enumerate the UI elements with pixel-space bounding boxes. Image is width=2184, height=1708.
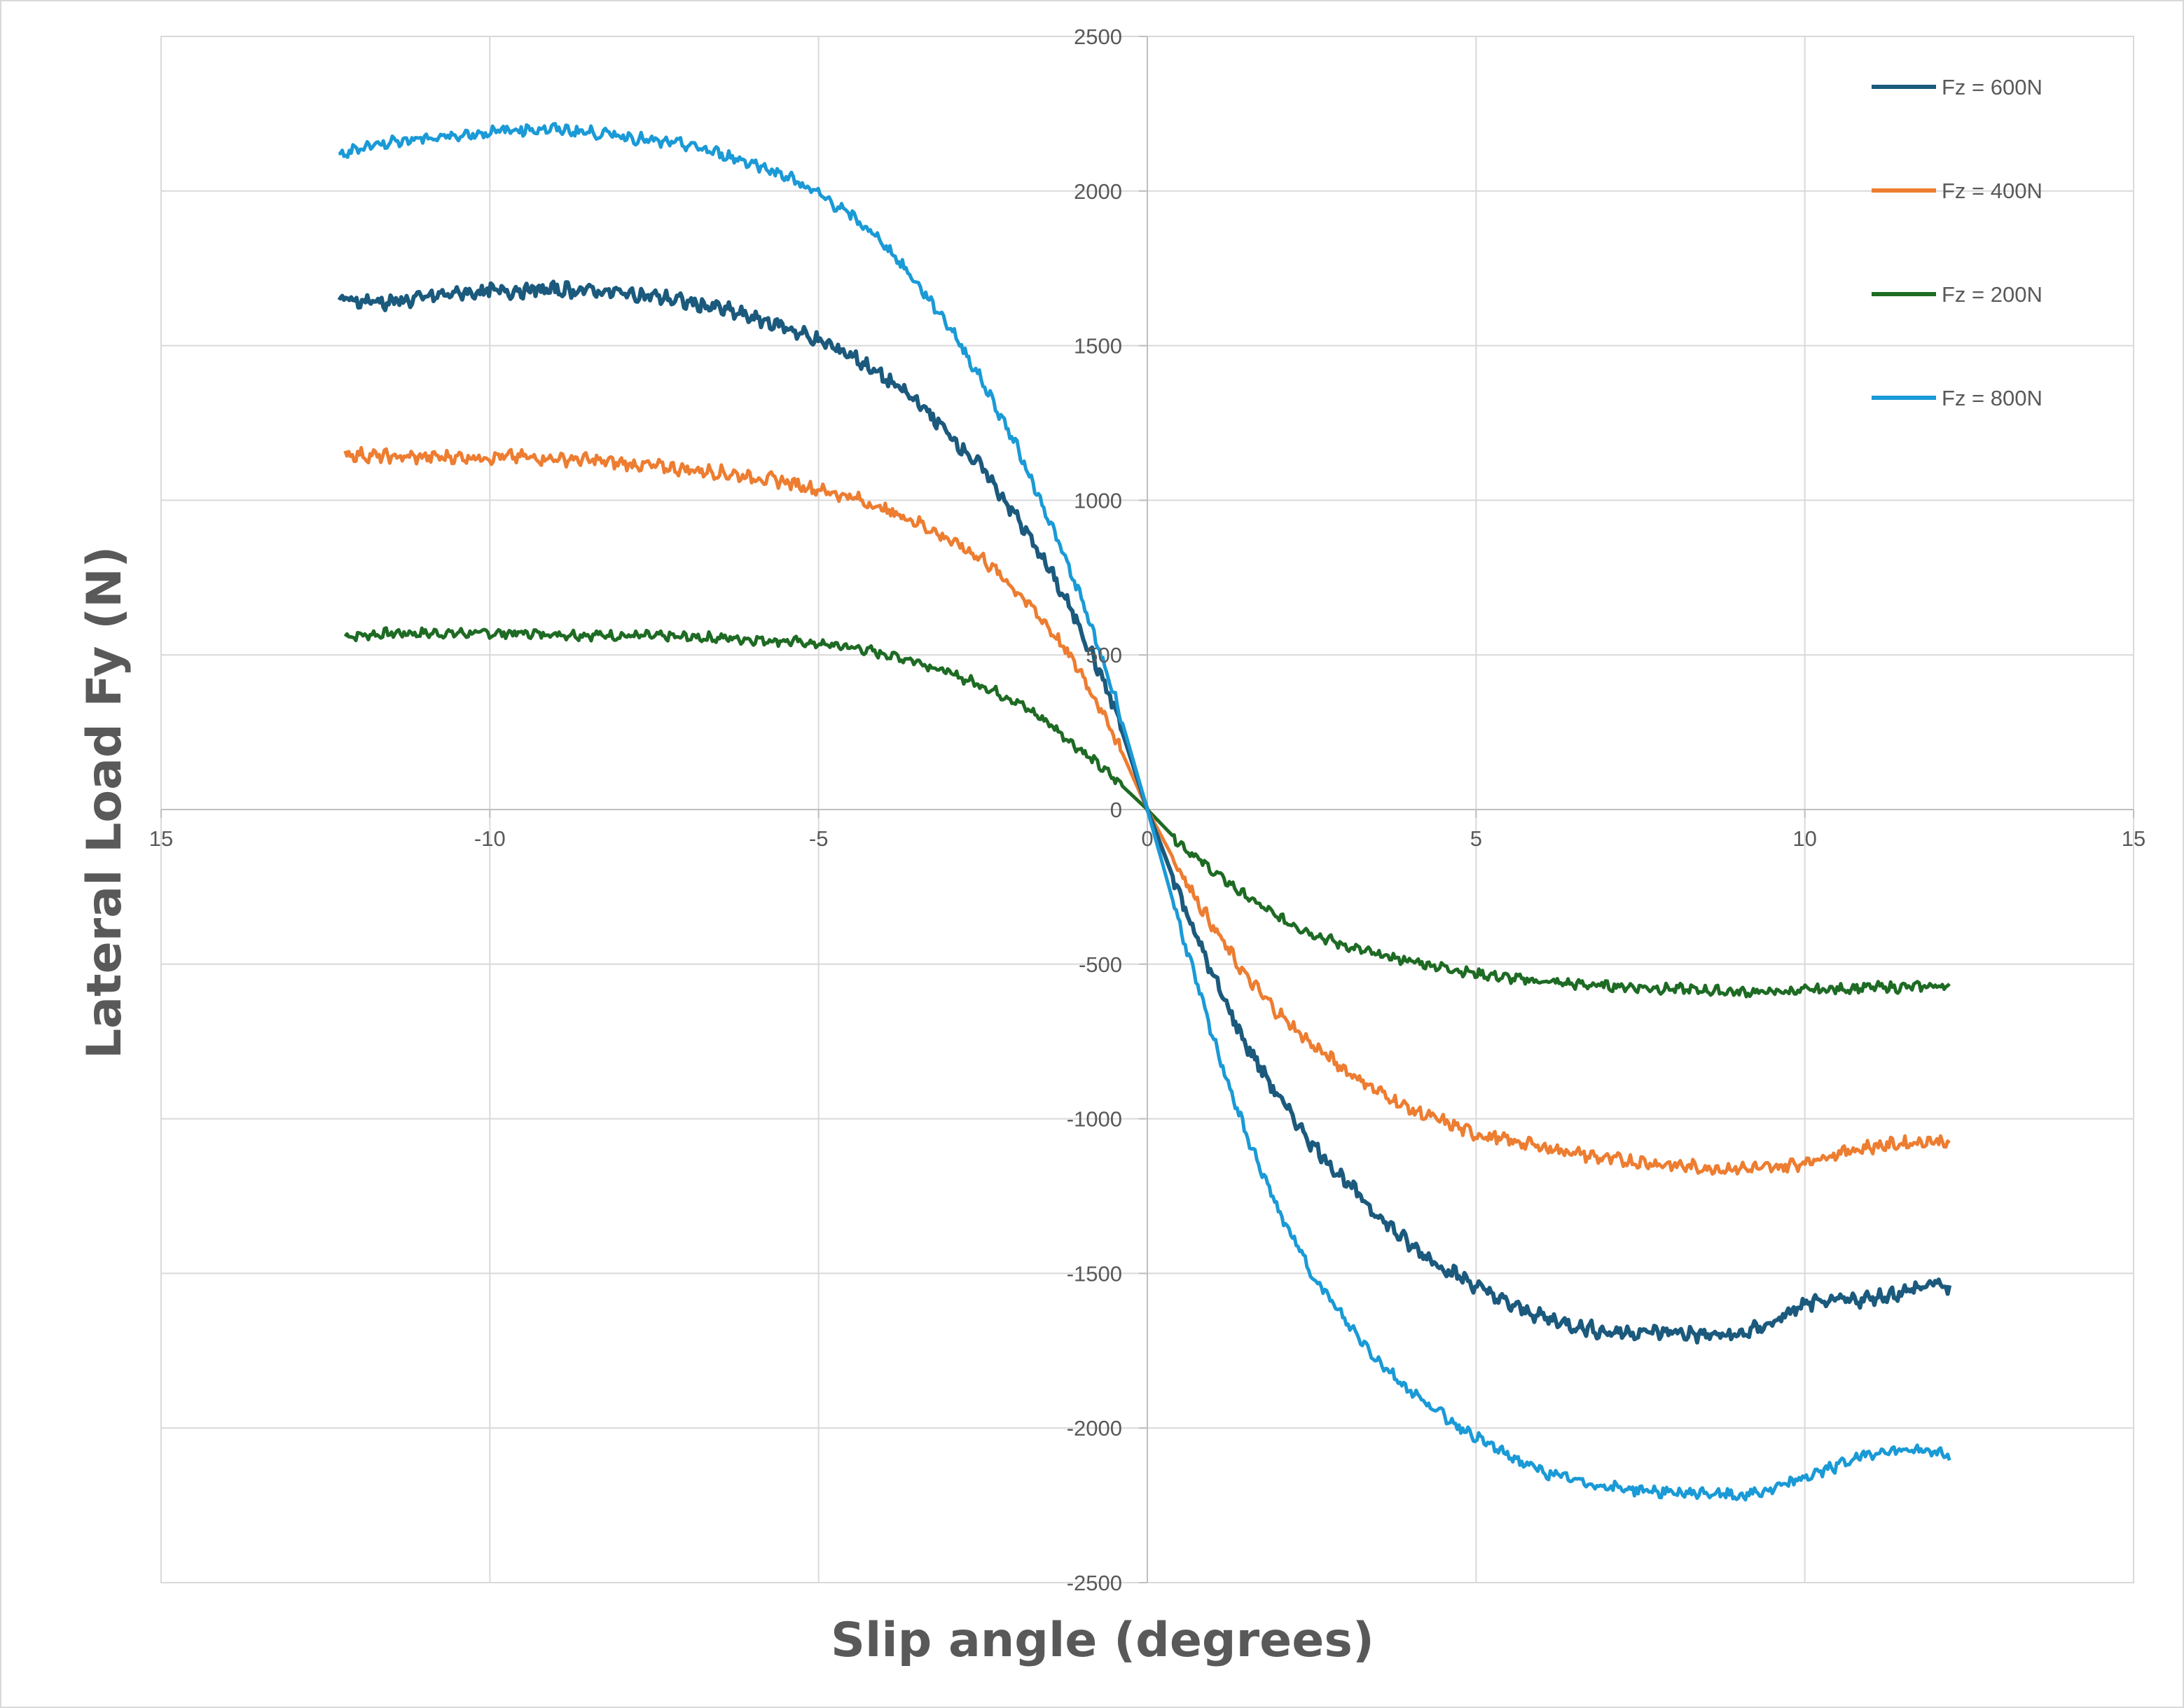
y-tick-label: 500 [1086, 643, 1122, 667]
y-tick-label: -1500 [1067, 1261, 1122, 1286]
x-tick-label: -5 [809, 826, 829, 851]
legend-label: Fz = 600N [1942, 75, 2043, 99]
x-axis-title: Slip angle (degrees) [831, 1613, 1374, 1668]
y-tick-label: 0 [1110, 798, 1122, 822]
y-tick-label: -2500 [1067, 1571, 1122, 1595]
y-tick-label: 1000 [1074, 488, 1122, 513]
legend-label: Fz = 400N [1942, 179, 2043, 203]
y-tick-label: -1000 [1067, 1107, 1122, 1132]
legend-label: Fz = 800N [1942, 386, 2043, 410]
y-tick-label: 2000 [1074, 179, 1122, 204]
x-tick-label: 5 [1470, 826, 1482, 851]
y-tick-label: -500 [1079, 952, 1122, 977]
y-tick-label: -2000 [1067, 1416, 1122, 1440]
series-lines [337, 122, 1952, 1502]
legend-label: Fz = 200N [1942, 282, 2043, 307]
y-axis-title: Lateral Load Fy (N) [77, 546, 132, 1059]
x-tick-label: 15 [149, 826, 173, 851]
series-line-600n [337, 279, 1952, 1345]
y-tick-label: 1500 [1074, 334, 1122, 359]
y-tick-label: 2500 [1074, 25, 1122, 49]
x-tick-label: -10 [474, 826, 506, 851]
tick-labels: 15 -10 -5 0 5 10 15 2500 2000 1500 1000 500 0 -500 -10… [149, 25, 2145, 1595]
x-tick-label: 15 [2122, 826, 2145, 851]
x-tick-label: 0 [1141, 826, 1153, 851]
x-tick-label: 10 [1792, 826, 1816, 851]
series-line-800n [338, 122, 1951, 1502]
legend: Fz = 600N Fz = 400N Fz = 200N Fz = 800N [1872, 75, 2043, 410]
